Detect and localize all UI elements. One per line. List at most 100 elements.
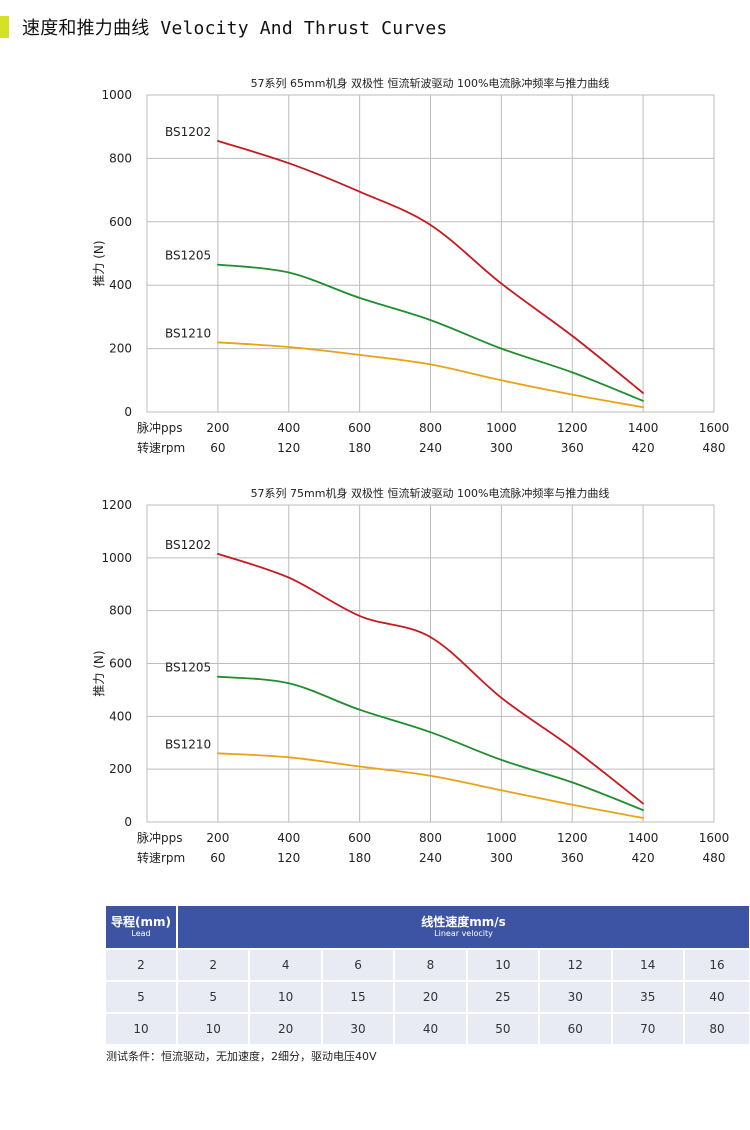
data-point — [217, 341, 219, 344]
velocity-cell: 20 — [250, 1012, 323, 1044]
data-point — [358, 190, 361, 193]
y-tick-label: 200 — [109, 342, 132, 356]
secondary-tick-label: 300 — [490, 441, 513, 455]
y-tick-label: 800 — [109, 604, 132, 618]
series-label: BS1205 — [165, 661, 211, 675]
y-axis-label: 推力 (N) — [92, 650, 106, 696]
y-tick-label: 0 — [124, 815, 132, 829]
thrust-chart-65mm: 57系列 65mm机身 双极性 恒流斩波驱动 100%电流脉冲频率与推力曲线 0 2… — [92, 76, 730, 455]
x-tick-label: 800 — [419, 421, 442, 435]
data-point — [500, 789, 503, 792]
secondary-tick-label: 480 — [703, 441, 726, 455]
secondary-tick-label: 480 — [703, 851, 726, 865]
data-point — [287, 346, 290, 348]
velocity-cell: 30 — [322, 1012, 396, 1044]
velocity-cell: 10 — [178, 1012, 251, 1044]
secondary-tick-label: 360 — [561, 441, 584, 455]
table-row: 5 5 10 15 20 25 30 35 40 — [106, 980, 749, 1012]
data-point — [571, 371, 574, 374]
y-tick-label: 400 — [109, 709, 132, 723]
data-point — [571, 393, 574, 396]
lead-cell: 10 — [106, 1012, 178, 1044]
x-tick-label: 400 — [277, 421, 300, 435]
x-tick-label: 1400 — [628, 421, 659, 435]
y-axis-label: 推力 (N) — [92, 240, 106, 286]
velocity-cell: 8 — [395, 948, 468, 980]
x-tick-label: 200 — [206, 421, 229, 435]
data-point — [429, 774, 432, 777]
velocity-cell: 70 — [612, 1012, 685, 1044]
table-row: 2 2 4 6 8 10 12 14 16 — [106, 948, 749, 980]
y-tick-label: 1000 — [101, 88, 132, 102]
x-tick-label: 800 — [419, 831, 442, 845]
data-point — [642, 400, 644, 402]
x-tick-label: 1000 — [486, 421, 517, 435]
x-tick-label: 1000 — [486, 831, 517, 845]
x-axis-label: 脉冲pps — [137, 830, 183, 845]
data-point — [217, 140, 219, 142]
lead-header: 导程(mm) Lead — [106, 906, 178, 948]
series-label: BS1210 — [165, 737, 211, 751]
secondary-axis-label: 转速rpm — [137, 850, 185, 865]
data-point — [500, 347, 503, 350]
x-tick-label: 600 — [348, 421, 371, 435]
data-point — [571, 781, 574, 784]
secondary-tick-label: 120 — [277, 441, 300, 455]
velocity-header-sublabel: Linear velocity — [434, 929, 493, 938]
velocity-cell: 10 — [250, 980, 323, 1012]
y-tick-label: 800 — [109, 151, 132, 165]
data-point — [287, 162, 290, 165]
thrust-chart-75mm: 57系列 75mm机身 双极性 恒流斩波驱动 100%电流脉冲频率与推力曲线 0 2… — [92, 486, 729, 865]
x-tick-label: 1600 — [699, 421, 730, 435]
data-point — [287, 756, 290, 759]
x-tick-label: 1400 — [628, 831, 659, 845]
data-point — [358, 354, 361, 356]
secondary-tick-label: 420 — [632, 441, 655, 455]
chart-title: 57系列 65mm机身 双极性 恒流斩波驱动 100%电流脉冲频率与推力曲线 — [251, 76, 610, 90]
velocity-cell: 12 — [540, 948, 613, 980]
section-title: 速度和推力曲线 Velocity And Thrust Curves — [22, 18, 448, 39]
data-point — [429, 224, 432, 226]
y-tick-label: 1200 — [101, 498, 132, 512]
series-label: BS1202 — [165, 125, 211, 139]
velocity-cell: 80 — [684, 1012, 749, 1044]
velocity-cell: 10 — [467, 948, 541, 980]
secondary-tick-label: 240 — [419, 441, 442, 455]
data-point — [642, 802, 644, 805]
secondary-tick-label: 420 — [632, 851, 655, 865]
data-point — [358, 615, 361, 617]
series-label: BS1210 — [165, 326, 211, 340]
secondary-tick-label: 60 — [210, 851, 225, 865]
velocity-cell: 40 — [395, 1012, 468, 1044]
y-tick-label: 200 — [109, 762, 132, 776]
lead-cell: 2 — [106, 948, 178, 980]
lead-header-label: 导程(mm) — [111, 915, 171, 929]
velocity-cell: 30 — [540, 980, 613, 1012]
y-tick-label: 400 — [109, 278, 132, 292]
x-tick-label: 400 — [277, 831, 300, 845]
velocity-cell: 2 — [178, 948, 251, 980]
x-tick-label: 200 — [206, 831, 229, 845]
chart-title: 57系列 75mm机身 双极性 恒流斩波驱动 100%电流脉冲频率与推力曲线 — [251, 486, 610, 500]
velocity-cell: 25 — [467, 980, 541, 1012]
secondary-tick-label: 60 — [210, 441, 225, 455]
series-label: BS1202 — [165, 538, 211, 552]
secondary-tick-label: 120 — [277, 851, 300, 865]
y-tick-label: 600 — [109, 657, 132, 671]
lead-cell: 5 — [106, 980, 178, 1012]
data-point — [642, 392, 644, 394]
data-point — [429, 731, 432, 734]
data-point — [217, 675, 219, 678]
data-point — [217, 553, 219, 555]
y-tick-label: 1000 — [101, 551, 132, 565]
data-point — [500, 696, 503, 699]
velocity-header: 线性速度mm/s Linear velocity — [178, 906, 749, 948]
velocity-cell: 5 — [178, 980, 251, 1012]
velocity-cell: 40 — [684, 980, 749, 1012]
data-point — [287, 576, 290, 579]
data-point — [287, 682, 290, 685]
data-point — [358, 708, 361, 711]
y-tick-label: 600 — [109, 215, 132, 229]
lead-header-sublabel: Lead — [131, 929, 151, 938]
